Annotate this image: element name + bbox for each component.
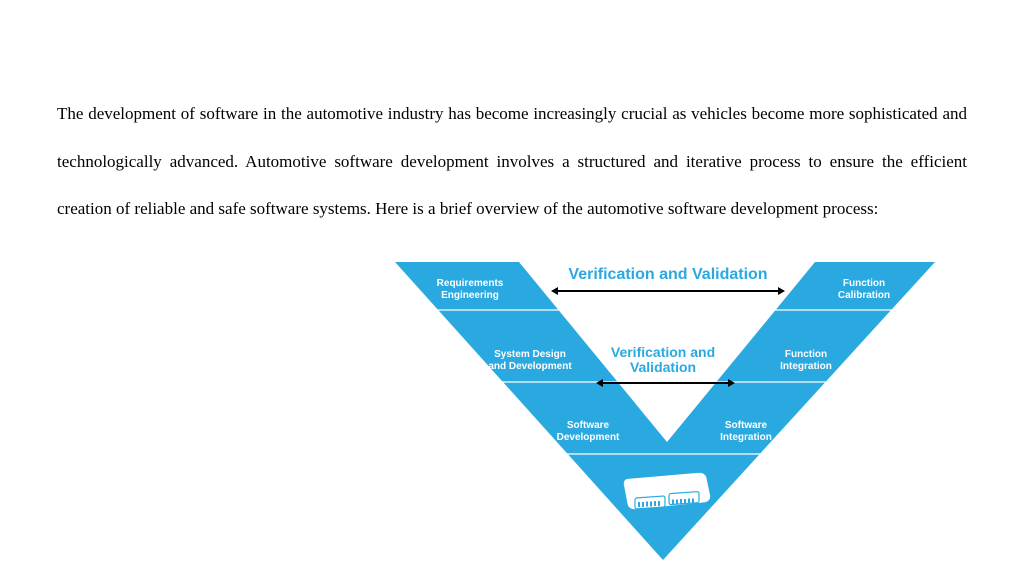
stage-line1: Function bbox=[843, 278, 885, 289]
stage-line1: System Design bbox=[494, 349, 566, 360]
v-shape-svg bbox=[383, 262, 943, 572]
vv-arrow-top bbox=[558, 290, 778, 292]
stage-function-integration: Function Integration bbox=[761, 349, 851, 372]
stage-requirements-engineering: Requirements Engineering bbox=[425, 278, 515, 301]
stage-software-development: Software Development bbox=[543, 420, 633, 443]
stage-line1: Function bbox=[785, 349, 827, 360]
stage-line1: Requirements bbox=[437, 278, 504, 289]
stage-line2: Integration bbox=[720, 432, 772, 443]
stage-line2: Integration bbox=[780, 361, 832, 372]
v-model-diagram: Requirements Engineering System Design a… bbox=[383, 262, 943, 572]
stage-line1: Software bbox=[567, 420, 609, 431]
stage-line1: Software bbox=[725, 420, 767, 431]
vv-label-top: Verification and Validation bbox=[558, 266, 778, 284]
vv-label-mid: Verification and Validation bbox=[588, 345, 738, 376]
vv-mid-line1: Verification and bbox=[611, 344, 715, 360]
v-shape-path bbox=[395, 262, 935, 560]
vv-arrow-mid bbox=[603, 382, 728, 384]
stage-line2: Engineering bbox=[441, 290, 499, 301]
vv-mid-line2: Validation bbox=[630, 359, 696, 375]
stage-line2: and Development bbox=[488, 361, 571, 372]
intro-paragraph: The development of software in the autom… bbox=[57, 90, 967, 233]
stage-line2: Calibration bbox=[838, 290, 890, 301]
ecu-icon bbox=[623, 472, 711, 510]
stage-function-calibration: Function Calibration bbox=[819, 278, 909, 301]
stage-line2: Development bbox=[557, 432, 620, 443]
stage-software-integration: Software Integration bbox=[701, 420, 791, 443]
stage-system-design: System Design and Development bbox=[485, 349, 575, 372]
